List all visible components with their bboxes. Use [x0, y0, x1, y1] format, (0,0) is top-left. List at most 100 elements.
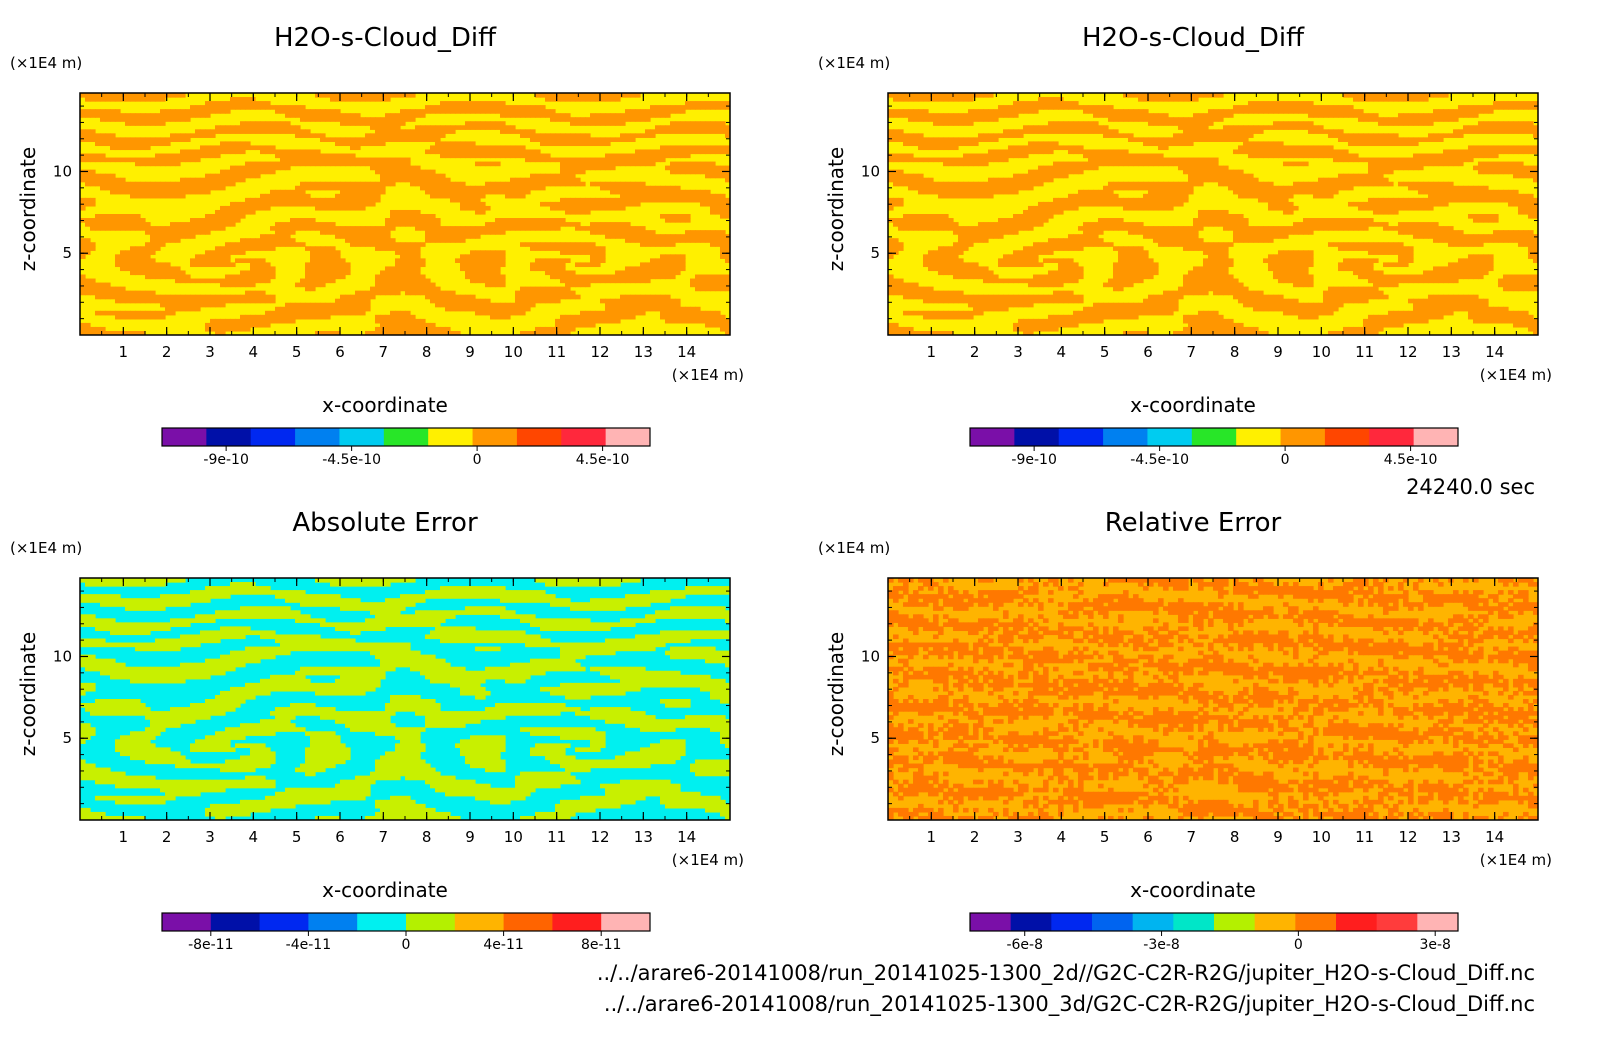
colorbar-swatch [250, 428, 296, 446]
colorbar-swatch [1236, 428, 1282, 446]
x-tick-label: 11 [547, 343, 566, 361]
x-tick-label: 7 [1187, 828, 1197, 846]
colorbar-tick-label: -8e-11 [188, 937, 233, 953]
file-path-1: ../../arare6-20141008/run_20141025-1300_… [597, 961, 1535, 986]
x-tick-label: 13 [634, 343, 653, 361]
colorbar-swatch [162, 428, 207, 446]
panel-title: Relative Error [1105, 508, 1282, 538]
colorbar-swatch [472, 428, 518, 446]
x-tick-label: 1 [927, 343, 937, 361]
heatmap-field [888, 93, 1538, 335]
colorbar-swatch [428, 428, 474, 446]
colorbar-swatch [1280, 428, 1326, 446]
x-tick-label: 9 [1273, 828, 1283, 846]
y-tick-label: 5 [62, 244, 72, 262]
colorbar-swatch [1051, 913, 1093, 931]
colorbar-swatch [308, 913, 358, 931]
x-tick-label: 6 [335, 828, 345, 846]
colorbar-swatch [503, 913, 553, 931]
x-tick-label: 11 [1355, 828, 1374, 846]
x-tick-label: 10 [504, 828, 523, 846]
panel-title: H2O-s-Cloud_Diff [274, 23, 497, 53]
colorbar-swatch [970, 913, 1012, 931]
colorbar-swatch [1336, 913, 1378, 931]
x-tick-label: 4 [1057, 343, 1067, 361]
panel-1: H2O-s-Cloud_Diff(×1E4 m)1 2 3 4 5 6 7 8 9 10 11 12 1… [10, 23, 744, 468]
colorbar-swatch [1173, 913, 1215, 931]
x-tick-label: 6 [1143, 828, 1153, 846]
x-tick-label: 4 [249, 828, 259, 846]
x-tick-label: 14 [1485, 828, 1504, 846]
x-tick-label: 2 [162, 343, 172, 361]
x-tick-label: 8 [1230, 828, 1240, 846]
colorbar-swatch [259, 913, 309, 931]
colorbar-swatch [561, 428, 607, 446]
x-tick-label: 5 [292, 828, 302, 846]
y-unit-label: (×1E4 m) [10, 539, 82, 557]
y-unit-label: (×1E4 m) [818, 539, 890, 557]
colorbar-swatch [406, 913, 456, 931]
colorbar-swatch [295, 428, 340, 446]
x-tick-label: 5 [1100, 343, 1110, 361]
colorbar-swatch [383, 428, 429, 446]
x-tick-label: 1 [119, 343, 129, 361]
x-tick-label: 12 [1398, 343, 1417, 361]
colorbar-swatch [1191, 428, 1237, 446]
x-tick-label: 11 [547, 828, 566, 846]
colorbar-swatch [1413, 428, 1459, 446]
x-tick-label: 9 [465, 343, 475, 361]
colorbar-swatch [206, 428, 252, 446]
x-tick-label: 3 [1013, 343, 1023, 361]
colorbar-swatch [552, 913, 602, 931]
heatmap-field [888, 578, 1538, 820]
colorbar: -6e-8 -3e-8 0 3e-8 [969, 912, 1459, 953]
y-tick-label: 10 [861, 647, 880, 665]
panel-title: Absolute Error [292, 508, 478, 538]
y-axis-label: z-coordinate [824, 147, 848, 271]
y-unit-label: (×1E4 m) [10, 54, 82, 72]
x-unit-label: (×1E4 m) [672, 366, 744, 384]
x-tick-label: 1 [119, 828, 129, 846]
colorbar-tick-label: 8e-11 [581, 937, 621, 953]
y-axis-label: z-coordinate [16, 632, 40, 756]
y-tick-label: 10 [861, 162, 880, 180]
x-tick-label: 9 [465, 828, 475, 846]
y-tick-label: 10 [53, 162, 72, 180]
colorbar-swatch [970, 428, 1015, 446]
colorbar-tick-label: 0 [1294, 937, 1303, 953]
x-tick-label: 13 [634, 828, 653, 846]
colorbar-tick-label: -4e-11 [286, 937, 331, 953]
colorbar: -9e-10 -4.5e-10 0 4.5e-10 [969, 427, 1459, 468]
x-unit-label: (×1E4 m) [1480, 851, 1552, 869]
colorbar-tick-label: -4.5e-10 [322, 452, 381, 468]
colorbar-swatch [357, 913, 407, 931]
colorbar-tick-label: 4e-11 [483, 937, 523, 953]
x-tick-label: 2 [970, 828, 980, 846]
x-unit-label: (×1E4 m) [1480, 366, 1552, 384]
heatmap-field [80, 578, 730, 820]
heatmap-field [80, 93, 730, 335]
colorbar: -8e-11 -4e-11 0 4e-11 8e-11 [161, 912, 651, 953]
x-tick-label: 10 [1312, 343, 1331, 361]
x-tick-label: 1 [927, 828, 937, 846]
x-tick-label: 6 [335, 343, 345, 361]
x-axis-label: x-coordinate [1130, 878, 1256, 902]
x-unit-label: (×1E4 m) [672, 851, 744, 869]
x-tick-label: 14 [677, 828, 696, 846]
y-tick-label: 5 [870, 244, 880, 262]
panel-3: Absolute Error(×1E4 m)1 2 3 4 5 6 7 8 9 10 11 12 13 1… [10, 508, 744, 953]
colorbar-swatch [1010, 913, 1052, 931]
colorbar-swatch [1014, 428, 1060, 446]
panel-4: Relative Error(×1E4 m)1 2 3 4 5 6 7 8 9 10 11 12 13 1… [818, 508, 1552, 953]
x-tick-label: 14 [1485, 343, 1504, 361]
colorbar-tick-label: 4.5e-10 [1384, 452, 1438, 468]
x-tick-label: 9 [1273, 343, 1283, 361]
x-tick-label: 4 [1057, 828, 1067, 846]
file-path-2: ../../arare6-20141008/run_20141025-1300_… [604, 992, 1535, 1017]
y-unit-label: (×1E4 m) [818, 54, 890, 72]
x-tick-label: 12 [590, 828, 609, 846]
colorbar-tick-label: -9e-10 [203, 452, 248, 468]
colorbar-swatch [1132, 913, 1174, 931]
x-axis-label: x-coordinate [322, 878, 448, 902]
